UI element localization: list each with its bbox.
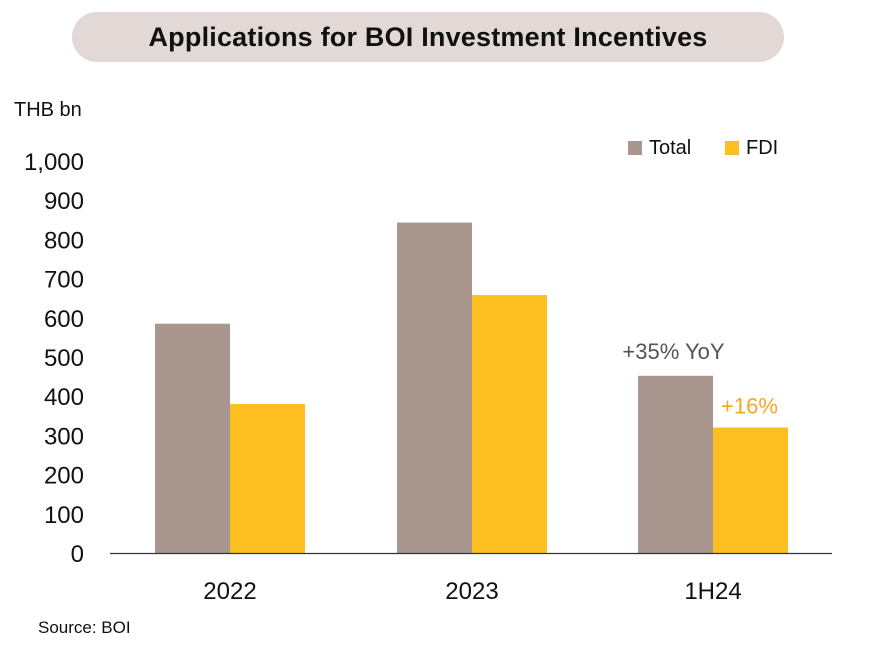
annotation-total-growth: +35% YoY [622, 339, 724, 364]
legend-swatch-total [628, 141, 642, 155]
y-tick-label: 100 [44, 502, 84, 529]
x-category-label: 1H24 [684, 578, 741, 605]
bar-fdi-2022 [230, 404, 305, 553]
bar-total-2023 [397, 222, 472, 553]
y-tick-label: 700 [44, 267, 84, 294]
y-axis-unit-label: THB bn [14, 99, 82, 121]
chart-title-banner: Applications for BOI Investment Incentiv… [72, 12, 784, 62]
y-tick-label: 300 [44, 423, 84, 450]
bar-total-2022 [155, 323, 230, 553]
y-tick-label: 400 [44, 384, 84, 411]
legend-label-fdi: FDI [746, 137, 778, 159]
legend-swatch-fdi [725, 141, 739, 155]
y-tick-label: 600 [44, 306, 84, 333]
annotation-fdi-growth: +16% [721, 394, 778, 419]
bar-fdi-2023 [472, 295, 547, 553]
bar-total-1h24 [638, 375, 713, 553]
x-category-label: 2022 [203, 578, 256, 605]
legend-label-total: Total [649, 137, 691, 159]
y-tick-label: 800 [44, 227, 84, 254]
x-category-label: 2023 [445, 578, 498, 605]
source-note: Source: BOI [38, 618, 131, 637]
y-tick-label: 0 [71, 541, 84, 568]
chart-title: Applications for BOI Investment Incentiv… [148, 21, 708, 52]
bar-fdi-1h24 [713, 427, 788, 553]
y-tick-label: 900 [44, 188, 84, 215]
y-tick-label: 500 [44, 345, 84, 372]
y-tick-label: 200 [44, 463, 84, 490]
y-tick-label: 1,000 [24, 149, 84, 176]
